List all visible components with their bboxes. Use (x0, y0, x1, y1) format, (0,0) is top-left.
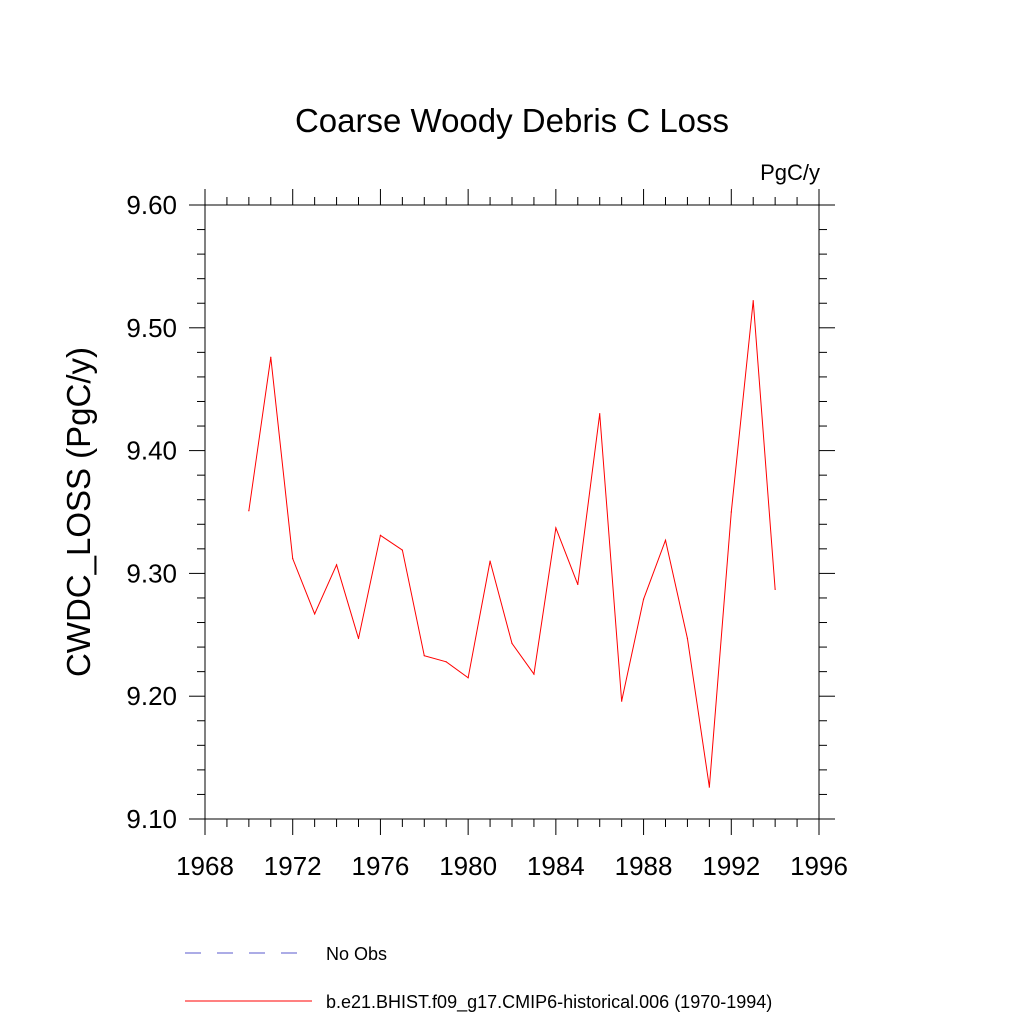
data-point (599, 413, 601, 415)
data-point (270, 356, 272, 358)
x-tick-label: 1996 (790, 851, 848, 881)
y-tick-label: 9.50 (126, 313, 177, 343)
tick-labels: 1968 1972 1976 1980 1984 1988 1992 1996 9.10 9.20… (126, 190, 848, 881)
y-tick-label: 9.60 (126, 190, 177, 220)
data-point (642, 598, 645, 600)
data-point (292, 558, 294, 560)
x-tick-label: 1988 (615, 851, 673, 881)
x-tick-label: 1968 (176, 851, 234, 881)
legend: No Obs b.e21.BHIST.f09_g17.CMIP6-histori… (185, 944, 772, 1013)
data-point (335, 564, 338, 566)
legend-label-no-obs: No Obs (326, 944, 387, 964)
data-point (708, 786, 710, 788)
data-point (489, 560, 491, 562)
y-tick-label: 9.20 (126, 681, 177, 711)
legend-label-model-run: b.e21.BHIST.f09_g17.CMIP6-historical.006… (326, 992, 772, 1013)
data-point (401, 549, 403, 551)
x-tick-label: 1980 (439, 851, 497, 881)
data-point (686, 637, 689, 640)
data-point (357, 637, 360, 640)
data-point (467, 677, 469, 679)
data-point (445, 661, 447, 663)
data-point (752, 300, 754, 302)
data-point (423, 655, 425, 657)
x-tick-label: 1984 (527, 851, 585, 881)
data-point (774, 588, 776, 590)
data-point (511, 642, 513, 644)
data-point (248, 510, 250, 512)
series-layer (248, 300, 776, 788)
data-point (621, 700, 623, 702)
data-point (555, 527, 557, 529)
data-point (664, 539, 667, 541)
y-tick-label: 9.40 (126, 436, 177, 466)
x-tick-label: 1992 (702, 851, 760, 881)
y-axis-label: CWDC_LOSS (PgC/y) (60, 347, 97, 677)
data-point (314, 613, 316, 615)
data-point (379, 534, 382, 536)
plot-frame (204, 204, 820, 820)
y-tick-label: 9.10 (126, 804, 177, 834)
data-point (730, 511, 732, 513)
data-point (577, 583, 579, 586)
x-tick-label: 1976 (352, 851, 410, 881)
axis-ticks (189, 189, 835, 835)
x-tick-label: 1972 (264, 851, 322, 881)
series-line-1 (248, 300, 776, 788)
data-point (533, 673, 535, 675)
units-label: PgC/y (760, 160, 820, 185)
chart-title: Coarse Woody Debris C Loss (295, 102, 729, 139)
y-tick-label: 9.30 (126, 558, 177, 588)
